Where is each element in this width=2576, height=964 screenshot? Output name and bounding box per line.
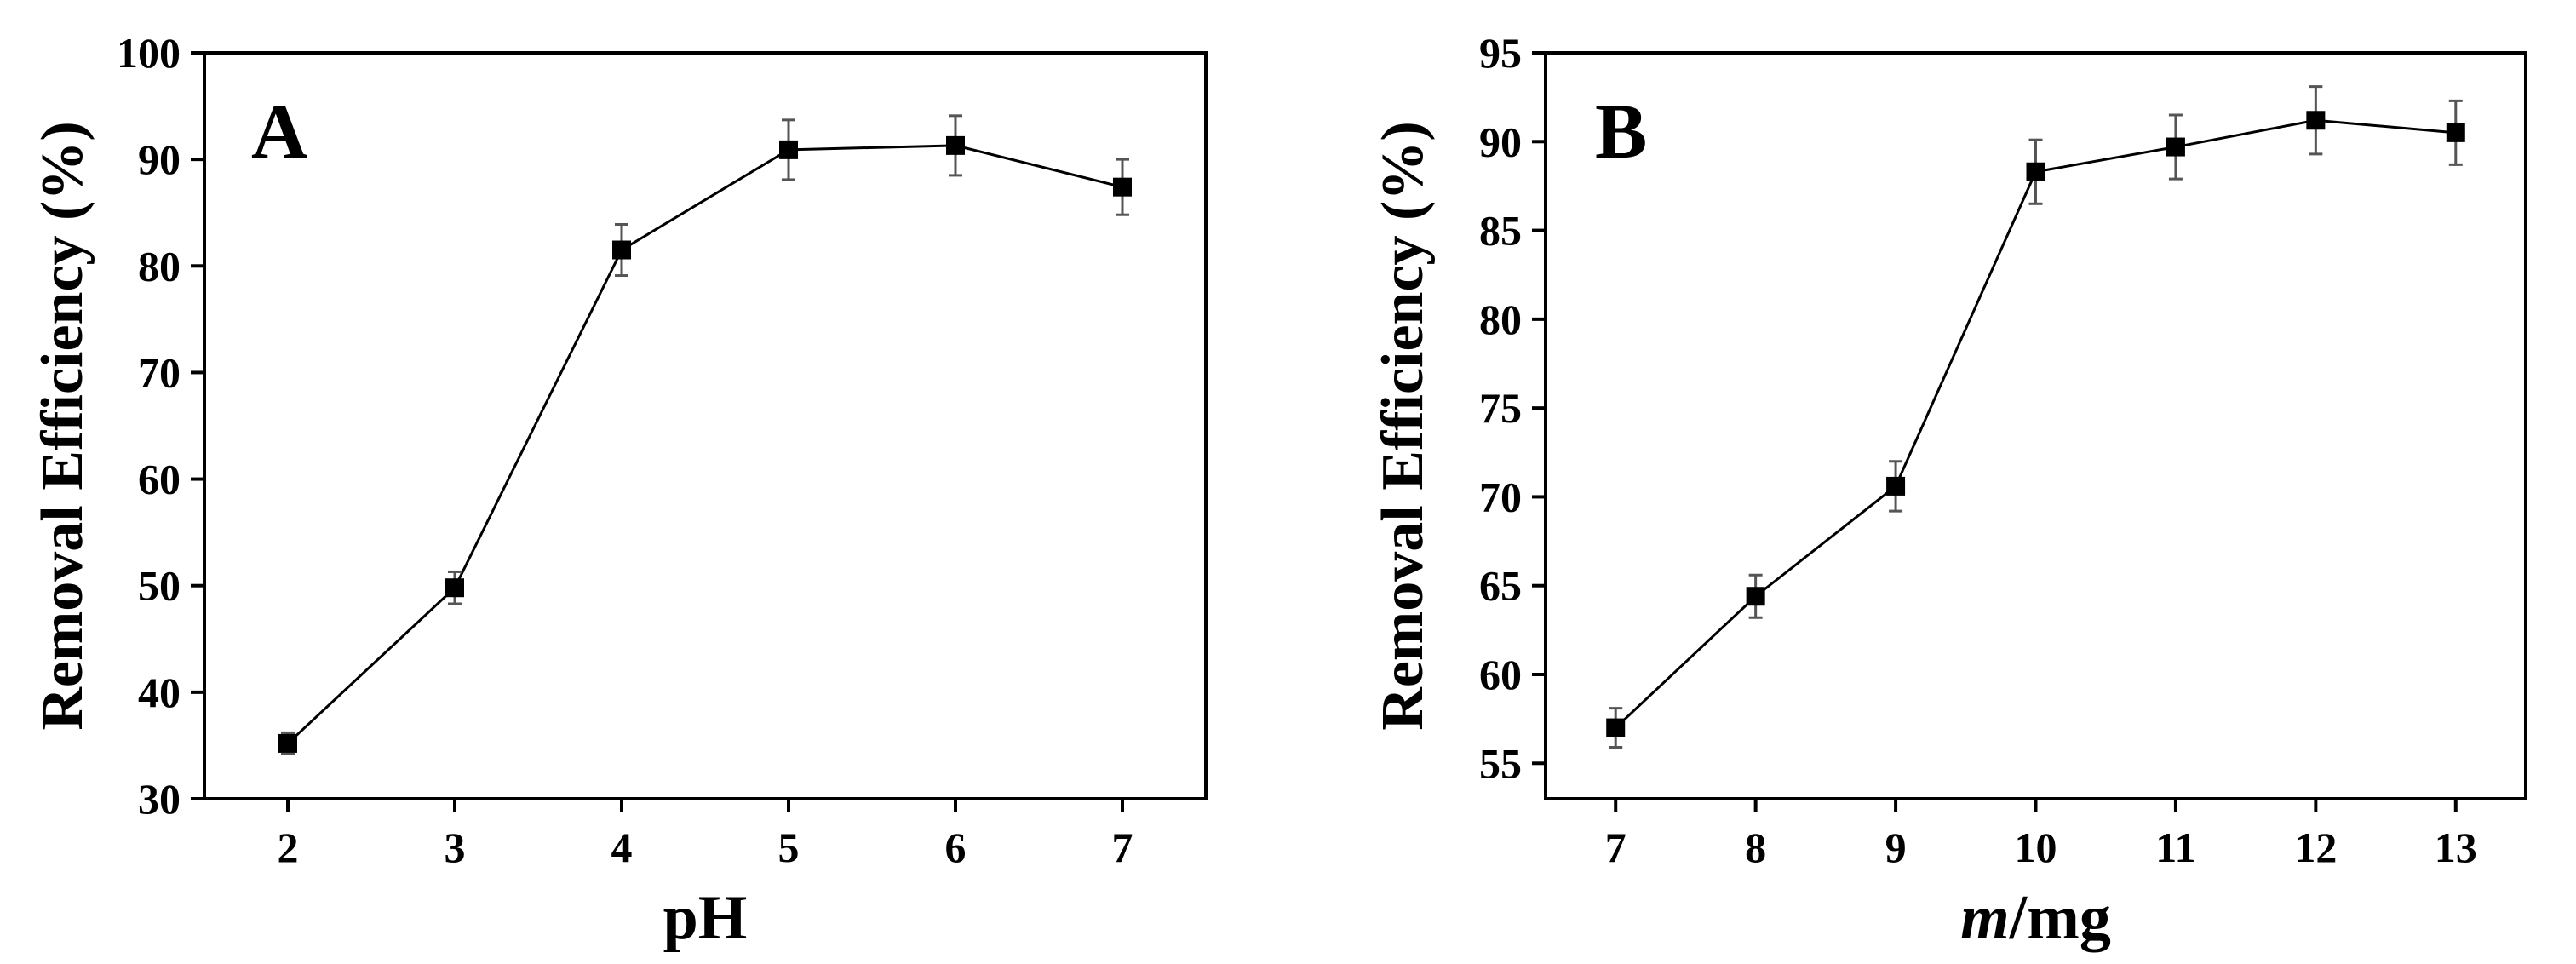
panel-b-x-axis-label: m/mg (1960, 883, 2111, 953)
panel-b-y-tick-label: 90 (1479, 118, 1522, 165)
panel-a-y-tick-label: 40 (138, 668, 181, 716)
panel-a-x-axis: 2 3 4 5 6 7 (278, 799, 1133, 871)
panel-b-y-axis: 55 60 65 70 75 80 85 90 95 (1479, 29, 1546, 787)
panel-b-data-point (2306, 111, 2326, 130)
panel-b-data-point (1746, 587, 1765, 606)
panel-b-x-tick-label: 8 (1745, 823, 1766, 871)
panel-b-y-tick-label: 80 (1479, 296, 1522, 343)
panel-a-data-point (779, 140, 798, 159)
panel-b-y-tick-label: 60 (1479, 651, 1522, 698)
panel-a-y-tick-label: 100 (117, 29, 181, 77)
panel-b-y-tick-label: 65 (1479, 562, 1522, 610)
panel-a-data-point (445, 578, 464, 598)
panel-b-x-tick-label: 12 (2294, 823, 2337, 871)
panel-b-y-tick-label: 55 (1479, 739, 1522, 787)
panel-b-x-axis-label-unit: /mg (2009, 883, 2111, 953)
panel-b-y-tick-label: 85 (1479, 207, 1522, 255)
panel-a-data-point (1113, 177, 1132, 197)
panel-a-x-axis-label: pH (663, 883, 748, 953)
panel-b-x-tick-label: 7 (1605, 823, 1626, 871)
panel-a-y-tick-label: 90 (138, 135, 181, 183)
panel-a-data-point (946, 135, 965, 155)
panel-b-data-point (2026, 162, 2045, 181)
panel-a-y-axis: 30 40 50 60 70 80 90 100 (117, 29, 204, 823)
panel-b-x-tick-label: 10 (2015, 823, 2057, 871)
panel-a-series (278, 114, 1132, 755)
panel-b-x-tick-label: 11 (2155, 823, 2195, 871)
panel-b-y-tick-label: 75 (1479, 384, 1522, 432)
panel-a-series-line (286, 144, 1123, 745)
panel-b-y-tick-label: 70 (1479, 473, 1522, 520)
panel-a-letter: A (251, 88, 307, 175)
panel-b-data-point (2446, 123, 2465, 142)
panel-b-x-axis: 7 8 9 10 11 12 13 (1605, 799, 2477, 871)
panel-a-x-tick-label: 4 (611, 823, 633, 871)
panel-a-x-tick-label: 2 (278, 823, 299, 871)
panel-b-data-point (2166, 137, 2185, 157)
panel-a-data-point (612, 240, 631, 260)
panel-a-x-tick-label: 6 (945, 823, 967, 871)
panel-a-x-tick-label: 5 (778, 823, 800, 871)
panel-b-data-point (1606, 718, 1626, 737)
panel-a-y-tick-label: 60 (138, 456, 181, 503)
panel-b-series (1606, 85, 2465, 749)
panel-b-series-line (1615, 118, 2456, 729)
panel-b-letter: B (1595, 88, 1647, 175)
panel-a-x-tick-label: 7 (1112, 823, 1133, 871)
panel-b-data-point (1886, 476, 1906, 496)
panel-a-y-tick-label: 80 (138, 242, 181, 290)
panel-b-x-axis-label-variable: m (1960, 883, 2010, 953)
panel-a: 30 40 50 60 70 80 90 100 2 3 4 5 6 7 A Removal Effic… (30, 29, 1208, 953)
panel-a-y-axis-label: Removal Efficiency (%) (30, 121, 95, 730)
panel-a-plot-frame (203, 51, 1208, 800)
panel-a-y-tick-label: 50 (138, 562, 181, 610)
panel-b: 55 60 65 70 75 80 85 90 95 7 8 9 10 11 12 13 B Removal… (1370, 29, 2527, 953)
panel-a-y-tick-label: 30 (138, 775, 181, 823)
panel-a-x-tick-label: 3 (445, 823, 466, 871)
panel-a-y-tick-label: 70 (138, 348, 181, 396)
panel-b-x-tick-label: 13 (2435, 823, 2477, 871)
panel-a-data-point (278, 733, 297, 753)
panel-b-y-axis-label: Removal Efficiency (%) (1370, 121, 1436, 730)
panel-b-y-tick-label: 95 (1479, 29, 1522, 77)
panel-b-x-tick-label: 9 (1885, 823, 1907, 871)
